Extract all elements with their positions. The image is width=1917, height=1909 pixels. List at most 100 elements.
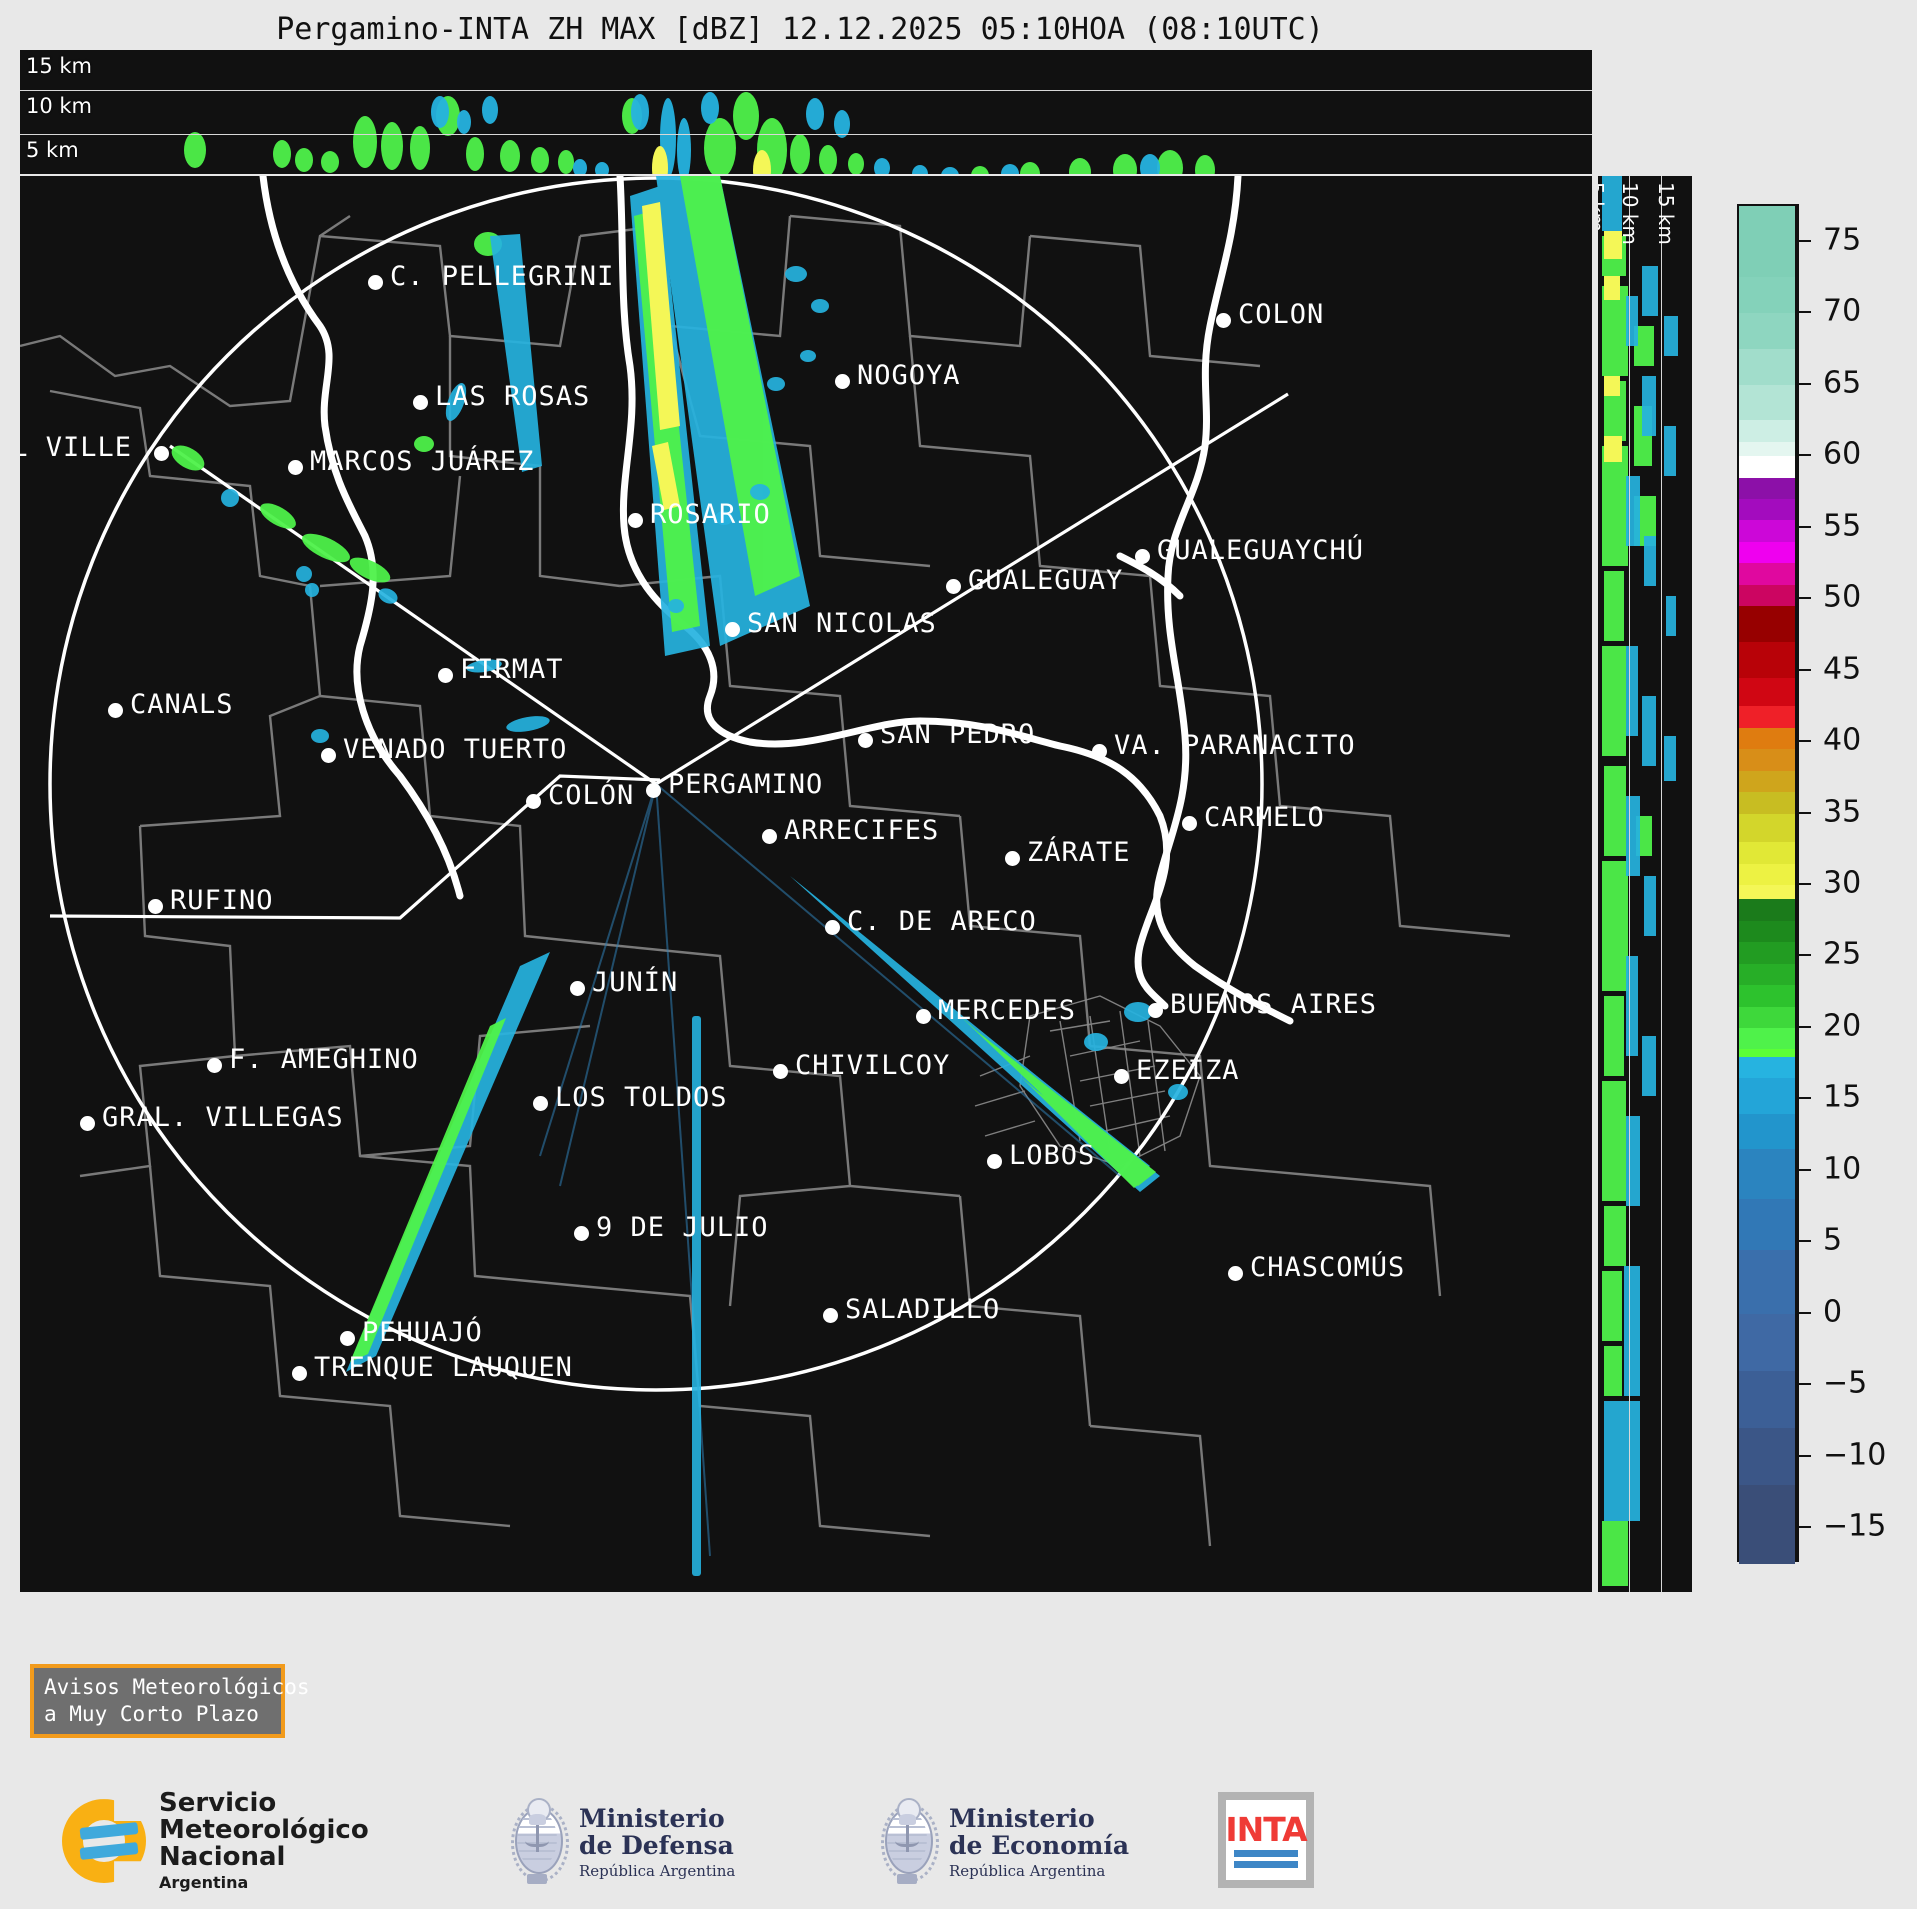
city-dot: [646, 783, 661, 798]
colorbar-segment: [1739, 1056, 1795, 1078]
city-label: GUALEGUAYCHÚ: [1157, 535, 1365, 566]
colorbar-segment: [1739, 677, 1795, 707]
city-dot: [858, 733, 873, 748]
logo-smn: Servicio Meteorológico Nacional Argentin…: [58, 1790, 369, 1892]
colorbar-segment: [1739, 1313, 1795, 1371]
smn-line-1: Servicio: [159, 1788, 277, 1818]
city-label: GUALEGUAY: [968, 565, 1124, 596]
colorbar-tick: [1797, 1311, 1811, 1314]
city-label: TRENQUE LAUQUEN: [314, 1352, 573, 1383]
city-label: LOBOS: [1009, 1140, 1096, 1171]
city-dot: [570, 981, 585, 996]
warning-box[interactable]: Avisos Meteorológicos a Muy Corto Plazo: [30, 1664, 310, 1738]
argentina-coat-of-arms-icon: [875, 1792, 939, 1894]
footer-logos: Servicio Meteorológico Nacional Argentin…: [0, 1790, 1917, 1900]
city-dot: [368, 275, 383, 290]
smn-subtitle: Argentina: [159, 1873, 249, 1893]
colorbar-segment: [1739, 1371, 1795, 1429]
colorbar-segment: [1739, 520, 1795, 542]
city-dot: [413, 395, 428, 410]
colorbar-tick-label: −15: [1823, 1508, 1887, 1544]
logo-ministerio-economia: Ministerio de Economía República Argenti…: [875, 1792, 1129, 1894]
colorbar-tick: [1797, 1240, 1811, 1243]
defensa-subtitle: República Argentina: [579, 1862, 736, 1880]
colorbar-segment: [1739, 706, 1795, 728]
colorbar-segment: [1739, 584, 1795, 607]
city-dot: [725, 622, 740, 637]
map-layers: [20, 176, 1511, 1576]
colorbar-segment: [1739, 1249, 1795, 1314]
city-label: COLON: [1238, 299, 1325, 330]
top-cross-section-echoes: [184, 92, 1215, 174]
colorbar-tick-label: 25: [1823, 936, 1862, 972]
colorbar-segment: [1739, 1149, 1795, 1200]
city-label: SALADILLO: [845, 1294, 1001, 1325]
city-label: NOGOYA: [857, 360, 961, 391]
economia-line-1: Ministerio: [949, 1804, 1095, 1833]
colorbar-tick-label: 40: [1823, 722, 1862, 758]
colorbar-segment: [1739, 770, 1795, 793]
radar-echo-field: [171, 176, 1188, 1576]
colorbar-segment: [1739, 1049, 1795, 1057]
city-label: 9 DE JULIO: [596, 1212, 769, 1243]
right-cross-section-echoes: [1602, 176, 1678, 1586]
altitude-label-5km-right: 5 km: [1598, 182, 1608, 233]
city-label: GRAL. VILLEGAS: [102, 1102, 344, 1133]
colorbar-segment: [1739, 1485, 1795, 1564]
city-dot: [773, 1064, 788, 1079]
city-dot: [1182, 816, 1197, 831]
inta-wordmark: INTA: [1225, 1809, 1307, 1849]
colorbar-tick-label: 70: [1823, 293, 1862, 329]
colorbar-segment: [1739, 963, 1795, 986]
city-dot: [288, 460, 303, 475]
colorbar-tick: [1797, 883, 1811, 885]
colorbar-segment: [1739, 541, 1795, 564]
warning-line-2: a Muy Corto Plazo: [44, 1701, 259, 1726]
city-label: BUENOS AIRES: [1170, 989, 1378, 1020]
colorbar-tick: [1797, 1025, 1811, 1028]
city-label: LOS TOLDOS: [555, 1082, 728, 1113]
colorbar-tick: [1797, 1454, 1811, 1457]
logo-inta: INTA: [1218, 1792, 1314, 1888]
city-label: LAS ROSAS: [435, 381, 591, 412]
city-label: COLÓN: [548, 780, 635, 811]
city-label: JUNÍN: [592, 967, 679, 998]
city-dot: [1135, 549, 1150, 564]
colorbar-tick: [1797, 454, 1811, 457]
colorbar-segment: [1739, 441, 1795, 457]
city-dot: [1092, 744, 1107, 759]
city-dot: [987, 1154, 1002, 1169]
colorbar-segment: [1739, 606, 1795, 642]
colorbar-segment: [1739, 727, 1795, 750]
colorbar-segment: [1739, 456, 1795, 478]
city-dot: [207, 1058, 222, 1073]
altitude-gridline-10km-right: [1661, 176, 1662, 1592]
colorbar-segment: [1739, 348, 1795, 385]
city-label: CANALS: [130, 689, 234, 720]
colorbar-segment: [1739, 206, 1795, 278]
radar-range-ring: [48, 176, 1264, 1392]
colorbar-tick-label: 75: [1823, 222, 1862, 258]
city-label: SAN NICOLAS: [747, 608, 937, 639]
city-label: FIRMAT: [460, 654, 564, 685]
colorbar-tick: [1797, 1097, 1811, 1100]
colorbar-segment: [1739, 563, 1795, 585]
city-dot: [438, 668, 453, 683]
colorbar-segment: [1739, 842, 1795, 864]
colorbar-tick: [1797, 382, 1811, 385]
colorbar-segment: [1739, 985, 1795, 1007]
colorbar-segment: [1739, 499, 1795, 521]
colorbar-segment: [1739, 1199, 1795, 1250]
city-dot: [1114, 1069, 1129, 1084]
city-dot: [533, 1096, 548, 1111]
colorbar-tick: [1797, 668, 1811, 671]
colorbar-segment: [1739, 277, 1795, 314]
smn-line-2: Meteorológico: [159, 1814, 369, 1845]
radar-map-panel[interactable]: C. PELLEGRINI LAS ROSAS BELL VILLE MARCO…: [20, 176, 1592, 1592]
altitude-label-10km-right: 10 km: [1618, 182, 1642, 245]
altitude-label-10km: 10 km: [26, 94, 93, 118]
city-label: RUFINO: [170, 885, 274, 916]
colorbar-tick: [1797, 239, 1811, 242]
city-dot: [108, 703, 123, 718]
colorbar-segment: [1739, 1077, 1795, 1114]
